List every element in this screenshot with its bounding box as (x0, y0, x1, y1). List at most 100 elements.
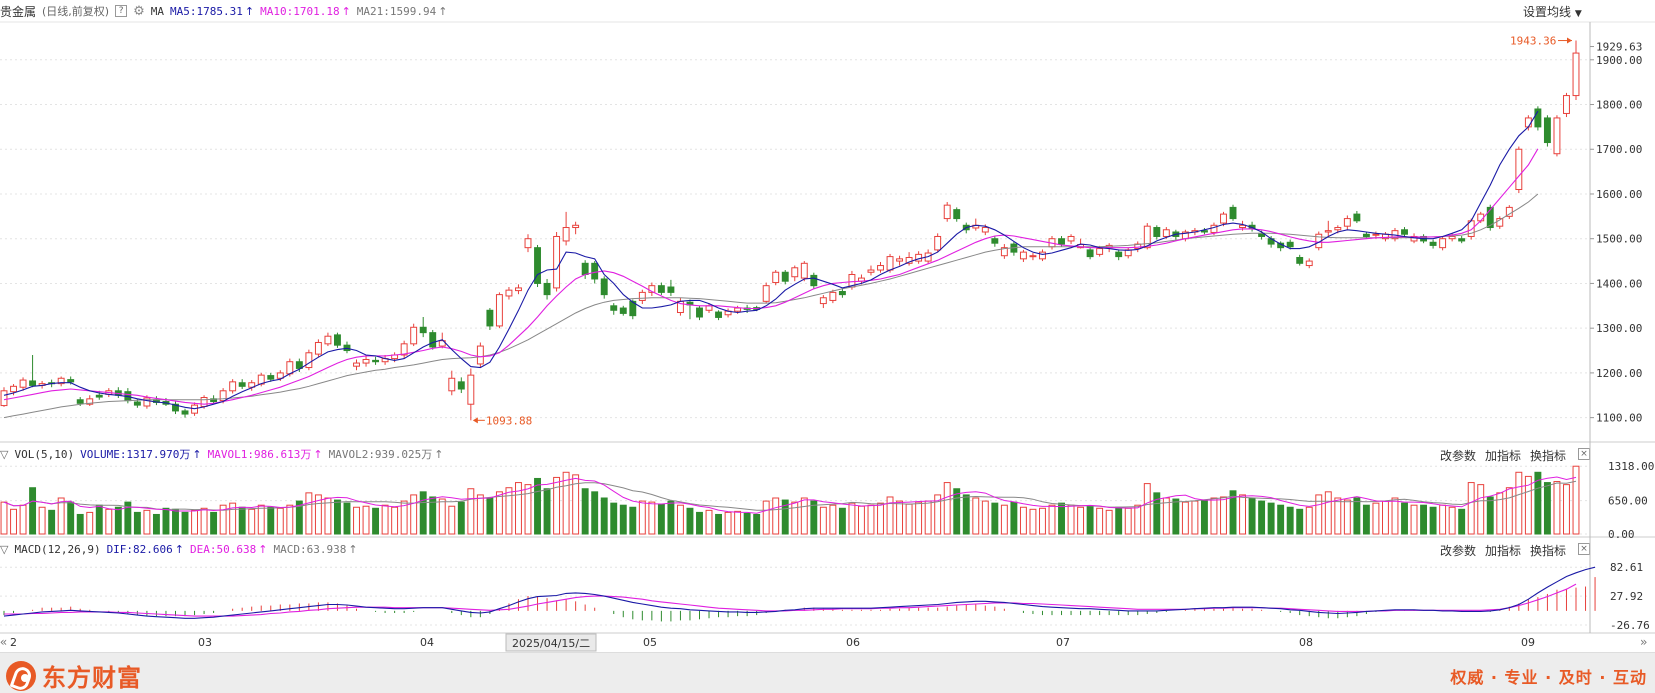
volume-bar (1439, 504, 1447, 535)
macd-add-indicator-button[interactable]: 加指标 (1485, 544, 1522, 558)
candle-body (181, 410, 189, 415)
candle-body (1200, 230, 1208, 233)
gear-icon[interactable]: ⚙ (133, 3, 145, 19)
dea-value: DEA:50.638 (190, 542, 257, 556)
candle-body (1439, 238, 1447, 249)
volume-bar (1401, 502, 1408, 535)
macd-change-params-button[interactable]: 改参数 (1440, 544, 1477, 558)
candle-body (896, 258, 904, 262)
candle-body (238, 382, 246, 387)
candle-body (1477, 213, 1485, 222)
volume-bar (67, 501, 75, 535)
candle-body (629, 300, 637, 317)
macd-legend: ▽ MACD(12,26,9) DIF:82.606 ↑ DEA:50.638 … (0, 539, 364, 559)
candle-body (943, 204, 951, 220)
candle-body (362, 358, 370, 364)
caret-down-icon: ▼ (1574, 9, 1582, 19)
volume-bar (200, 507, 208, 535)
instrument-subtitle: (日线,前复权) (42, 5, 110, 18)
volume-bar (1305, 506, 1313, 535)
volume-bar (1563, 484, 1570, 535)
volume-bar (648, 501, 656, 535)
candle-body (1429, 241, 1437, 246)
volume-bar (343, 502, 351, 535)
volume-bar (57, 497, 65, 535)
brand-name: 东方财富 (42, 664, 142, 692)
volume-bar (1410, 504, 1418, 535)
candle-body (772, 271, 780, 284)
volume-bar (429, 496, 437, 535)
macd-switch-indicator-button[interactable]: 换指标 (1530, 544, 1567, 558)
volume-bar (1134, 504, 1142, 535)
candle-body (1486, 206, 1494, 229)
volume-bar (1372, 502, 1380, 535)
candle-body (1572, 52, 1580, 97)
low-price-label: 1093.88 (486, 414, 532, 427)
volume-bar (1191, 500, 1199, 535)
vol-switch-indicator-button[interactable]: 换指标 (1530, 449, 1567, 463)
candle-body (1563, 95, 1570, 114)
volume-bar (657, 503, 665, 535)
candle-body (1162, 229, 1170, 237)
candle-body (562, 227, 570, 242)
volume-bar (1391, 497, 1399, 535)
candle-body (0, 390, 8, 407)
volume-bar (781, 499, 789, 535)
candle-body (419, 326, 427, 334)
price-tick-label: 1500.00 (1596, 233, 1642, 246)
candle-body (133, 401, 141, 406)
arrow-up-icon: ↑ (174, 542, 185, 556)
scroll-left-icon: « (0, 635, 7, 649)
x-tick-label: 2 (10, 636, 17, 649)
volume-bar (334, 499, 341, 535)
arrow-up-icon: ↑ (258, 542, 268, 556)
brand-logo[interactable]: 东方财富 (6, 658, 142, 693)
x-tick-label: 06 (846, 636, 860, 649)
candle-body (1401, 229, 1408, 235)
ma-label: MA (150, 4, 165, 18)
volume-bar (286, 504, 294, 535)
candle-body (219, 390, 227, 402)
footer-bar: 东方财富 权威 · 专业 · 及时 · 互动 (0, 652, 1655, 693)
collapse-icon[interactable]: ▽ (0, 542, 9, 556)
volume-bar (572, 474, 580, 535)
volume-bar (762, 500, 770, 535)
macd-tick-label: -26.76 (1610, 619, 1650, 632)
candle-body (1334, 227, 1342, 231)
price-tick-label: 1400.00 (1596, 277, 1642, 290)
candle-body (1000, 247, 1008, 257)
volume-bar (48, 509, 56, 535)
settings-ma-button[interactable]: 设置均线 ▼ (1523, 3, 1582, 20)
volume-bar (734, 510, 742, 535)
volume-bar (1162, 497, 1170, 535)
price-tick-label: 1100.00 (1596, 412, 1642, 425)
volume-bar (943, 482, 951, 535)
volume-tick-label: 650.00 (1608, 495, 1648, 508)
volume-bar (791, 501, 799, 535)
candle-body (143, 397, 151, 407)
volume-bar (295, 500, 303, 535)
help-icon[interactable]: ? (115, 5, 128, 17)
candle-body (353, 362, 360, 367)
candle-body (295, 361, 303, 369)
volume-bar (391, 506, 399, 535)
candle-body (838, 290, 846, 296)
volume-bar (1058, 502, 1065, 535)
volume-bar (219, 504, 227, 535)
mavol1-line (3, 476, 1577, 514)
volume-bar (505, 487, 513, 535)
volume-bar (495, 491, 503, 535)
collapse-icon[interactable]: ▽ (0, 447, 9, 461)
volume-bar (1153, 492, 1161, 535)
candle-body (1343, 218, 1351, 227)
price-tick-label: 1700.00 (1596, 143, 1642, 156)
vol-change-params-button[interactable]: 改参数 (1440, 449, 1477, 463)
candle-body (886, 256, 894, 271)
candle-body (781, 271, 789, 282)
vol-add-indicator-button[interactable]: 加指标 (1485, 449, 1522, 463)
volume-bar (619, 504, 627, 535)
price-tick-label: 1900.00 (1596, 54, 1642, 67)
volume-bar (10, 508, 17, 535)
